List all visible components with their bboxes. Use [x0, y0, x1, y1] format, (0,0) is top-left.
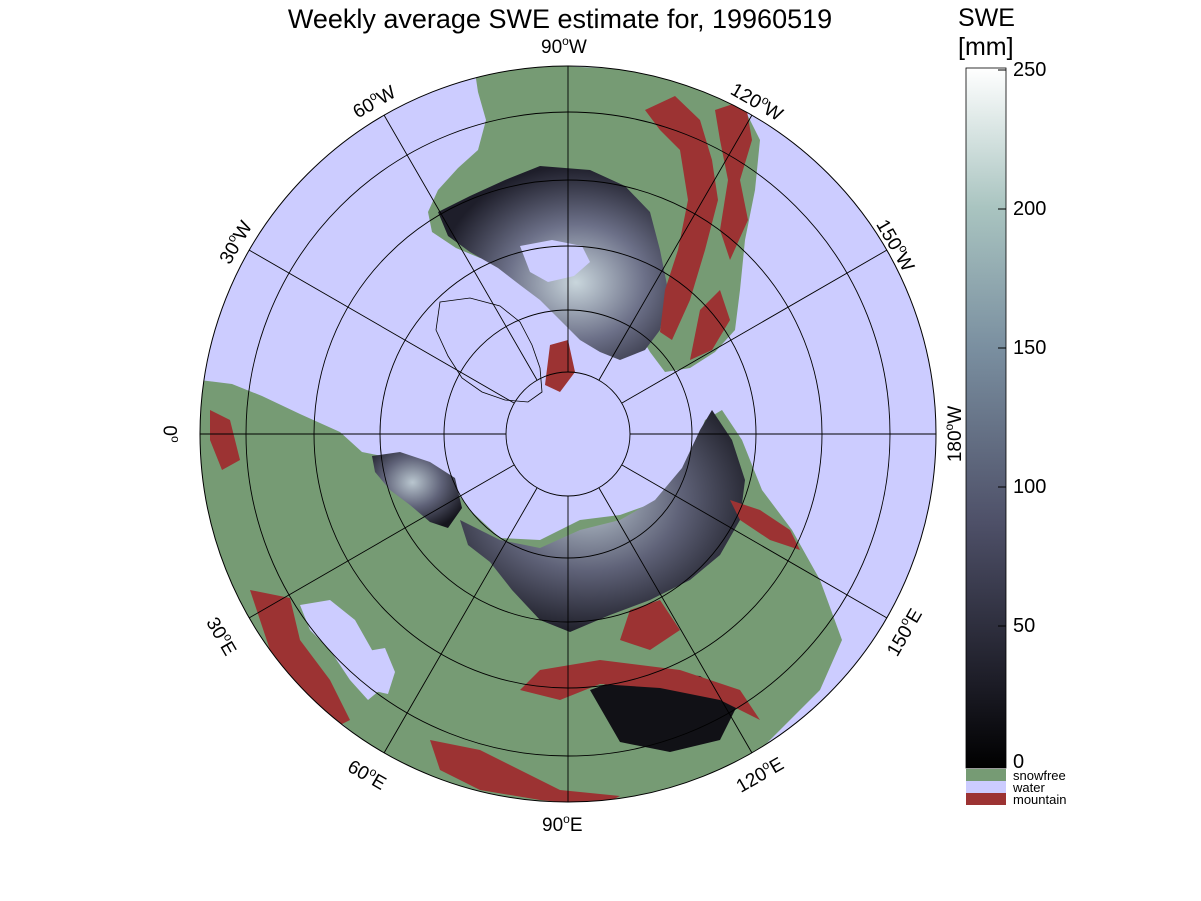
- meridian-line: [383, 487, 538, 754]
- meridian-line: [383, 114, 538, 381]
- colorbar-tick-label: 250: [1013, 59, 1047, 81]
- colorbar-water-swatch: [966, 781, 1006, 793]
- colorbar-ticks: [998, 69, 1006, 627]
- meridian-line: [248, 464, 515, 619]
- snow-eurasia: [460, 410, 745, 632]
- colorbar-mountain-swatch: [966, 793, 1006, 805]
- chart-title: Weekly average SWE estimate for, 1996051…: [287, 4, 833, 34]
- colorbar-title-swe: SWE: [958, 4, 1015, 32]
- lon-label-0: 0o: [158, 425, 183, 443]
- lon-label-90e: 90oE: [542, 812, 583, 836]
- colorbar-gradient: [965, 67, 1007, 769]
- hudson-bay: [520, 240, 590, 282]
- graticule: [199, 65, 937, 803]
- meridian-line: [248, 249, 515, 404]
- colorbar-title: SWE [mm]: [958, 4, 1015, 62]
- colorbar-tick-label: 100: [1013, 476, 1047, 498]
- lon-label-90w: 90oW: [541, 34, 587, 58]
- lon-label-180w: 180oW: [942, 405, 967, 463]
- category-snowfree-label: snowfree: [1013, 768, 1066, 783]
- baltic-water: [300, 600, 380, 700]
- map-disc: [200, 66, 936, 802]
- meridian-line: [621, 249, 888, 404]
- colorbar-title-unit: [mm]: [958, 33, 1014, 61]
- colorbar-snowfree-swatch: [966, 769, 1006, 781]
- mountain-regions: [210, 96, 800, 802]
- colorbar: [965, 67, 1007, 805]
- greenland: [435, 297, 543, 403]
- category-water-label: water: [1013, 780, 1045, 795]
- map-border: [199, 65, 937, 803]
- meridian-line: [598, 114, 753, 381]
- colorbar-tick-label: 0: [1013, 751, 1025, 773]
- colorbar-tick-label: 150: [1013, 337, 1047, 359]
- meridian-line: [598, 487, 753, 754]
- snow-scandinavia: [372, 452, 462, 528]
- caspian-water: [362, 648, 395, 694]
- colorbar-tick-label: 50: [1013, 615, 1036, 637]
- meridian-line: [621, 464, 888, 619]
- category-mountain-label: mountain: [1013, 792, 1067, 807]
- colorbar-tick-label: 200: [1013, 198, 1047, 220]
